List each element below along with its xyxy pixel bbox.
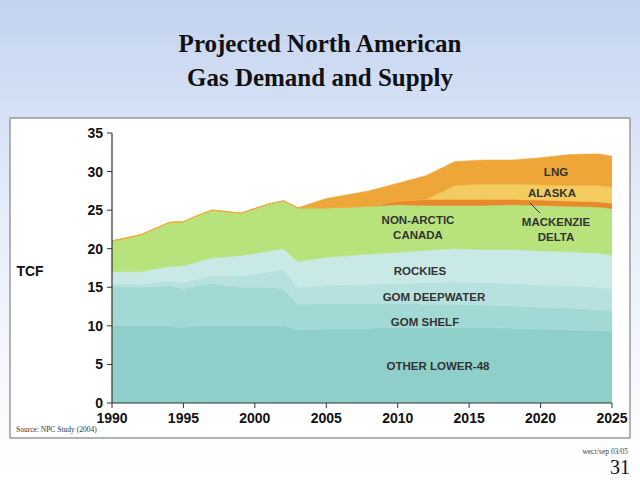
x-tick <box>612 403 613 408</box>
area <box>112 201 612 272</box>
x-tick-label: 1995 <box>168 410 199 426</box>
plot-marks <box>112 154 612 403</box>
chart-panel <box>10 118 630 438</box>
y-tick <box>107 248 112 249</box>
chart-root: Projected North American Gas Demand and S… <box>0 0 640 480</box>
x-axis-line <box>112 402 612 403</box>
y-tick-label: 10 <box>87 318 103 334</box>
series-label: GOM DEEPWATER <box>383 291 486 303</box>
x-tick-label: 2015 <box>454 410 485 426</box>
y-tick-label: 25 <box>87 202 103 218</box>
y-tick-label: 20 <box>87 241 103 257</box>
x-tick-label: 1990 <box>96 410 127 426</box>
x-tick-label: 2010 <box>382 410 413 426</box>
y-tick-label: 35 <box>87 125 103 141</box>
title-line: Projected North American <box>179 30 462 57</box>
series-label-line: DELTA <box>538 231 575 243</box>
y-tick <box>107 403 112 404</box>
source-note: Source: NPC Study (2004) <box>16 425 97 434</box>
x-tick-label: 2020 <box>525 410 556 426</box>
footer-note: wecr/sep 03/05 <box>582 447 628 456</box>
area <box>112 326 612 403</box>
y-tick-label: 15 <box>87 279 103 295</box>
y-tick <box>107 364 112 365</box>
x-tick <box>397 403 398 408</box>
x-tick <box>469 403 470 408</box>
title-line: Gas Demand and Supply <box>187 64 454 91</box>
y-tick <box>107 210 112 211</box>
series-label: GOM SHELF <box>391 316 459 328</box>
x-tick <box>540 403 541 408</box>
label-leader <box>530 203 540 213</box>
series-label: ALASKA <box>528 187 576 199</box>
x-tick <box>183 403 184 408</box>
series-label: LNG <box>544 166 568 178</box>
series-label: NON-ARCTIC CANADA <box>382 214 455 241</box>
series-label-line: NON-ARCTIC <box>382 214 455 226</box>
y-tick <box>107 325 112 326</box>
page-number: 31 <box>610 456 630 478</box>
x-tick-label: 2000 <box>239 410 270 426</box>
y-tick-label: 0 <box>95 395 103 411</box>
series-label-line: MACKENZIE <box>522 216 591 228</box>
y-tick-label: 5 <box>95 356 103 372</box>
title: Projected North American Gas Demand and S… <box>179 30 462 91</box>
x-tick <box>254 403 255 408</box>
y-tick-label: 30 <box>87 164 103 180</box>
y-tick <box>107 287 112 288</box>
y-tick <box>107 171 112 172</box>
y-axis-label: TCF <box>16 263 44 279</box>
x-tick <box>326 403 327 408</box>
series-label: OTHER LOWER-48 <box>387 360 490 372</box>
x-tick <box>112 403 113 408</box>
x-tick-label: 2025 <box>596 410 627 426</box>
area <box>112 154 612 241</box>
x-tick-label: 2005 <box>311 410 342 426</box>
y-axis-line <box>111 133 112 403</box>
y-tick <box>107 133 112 134</box>
series-label-line: CANADA <box>393 229 443 241</box>
series-label: MACKENZIE DELTA <box>522 216 591 243</box>
series-label: ROCKIES <box>394 265 447 277</box>
